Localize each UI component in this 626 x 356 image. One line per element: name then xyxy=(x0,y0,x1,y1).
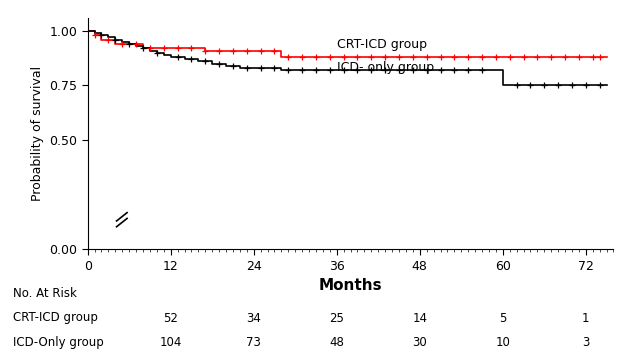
Text: 3: 3 xyxy=(582,336,590,350)
Text: ICD-Only group: ICD-Only group xyxy=(13,336,103,350)
Text: 10: 10 xyxy=(495,336,510,350)
Text: 14: 14 xyxy=(413,312,428,325)
X-axis label: Months: Months xyxy=(319,278,382,293)
Text: 30: 30 xyxy=(413,336,427,350)
Bar xyxy=(114,216,130,229)
Text: 73: 73 xyxy=(246,336,261,350)
Text: 48: 48 xyxy=(329,336,344,350)
Text: 5: 5 xyxy=(499,312,506,325)
Text: 104: 104 xyxy=(160,336,182,350)
Text: 1: 1 xyxy=(582,312,590,325)
Text: ICD- only group: ICD- only group xyxy=(337,61,434,74)
Text: 25: 25 xyxy=(329,312,344,325)
Text: 34: 34 xyxy=(246,312,261,325)
Text: CRT-ICD group: CRT-ICD group xyxy=(337,37,427,51)
Text: No. At Risk: No. At Risk xyxy=(13,287,76,300)
Text: 52: 52 xyxy=(163,312,178,325)
Text: CRT-ICD group: CRT-ICD group xyxy=(13,312,98,325)
Y-axis label: Probability of survival: Probability of survival xyxy=(31,66,44,201)
